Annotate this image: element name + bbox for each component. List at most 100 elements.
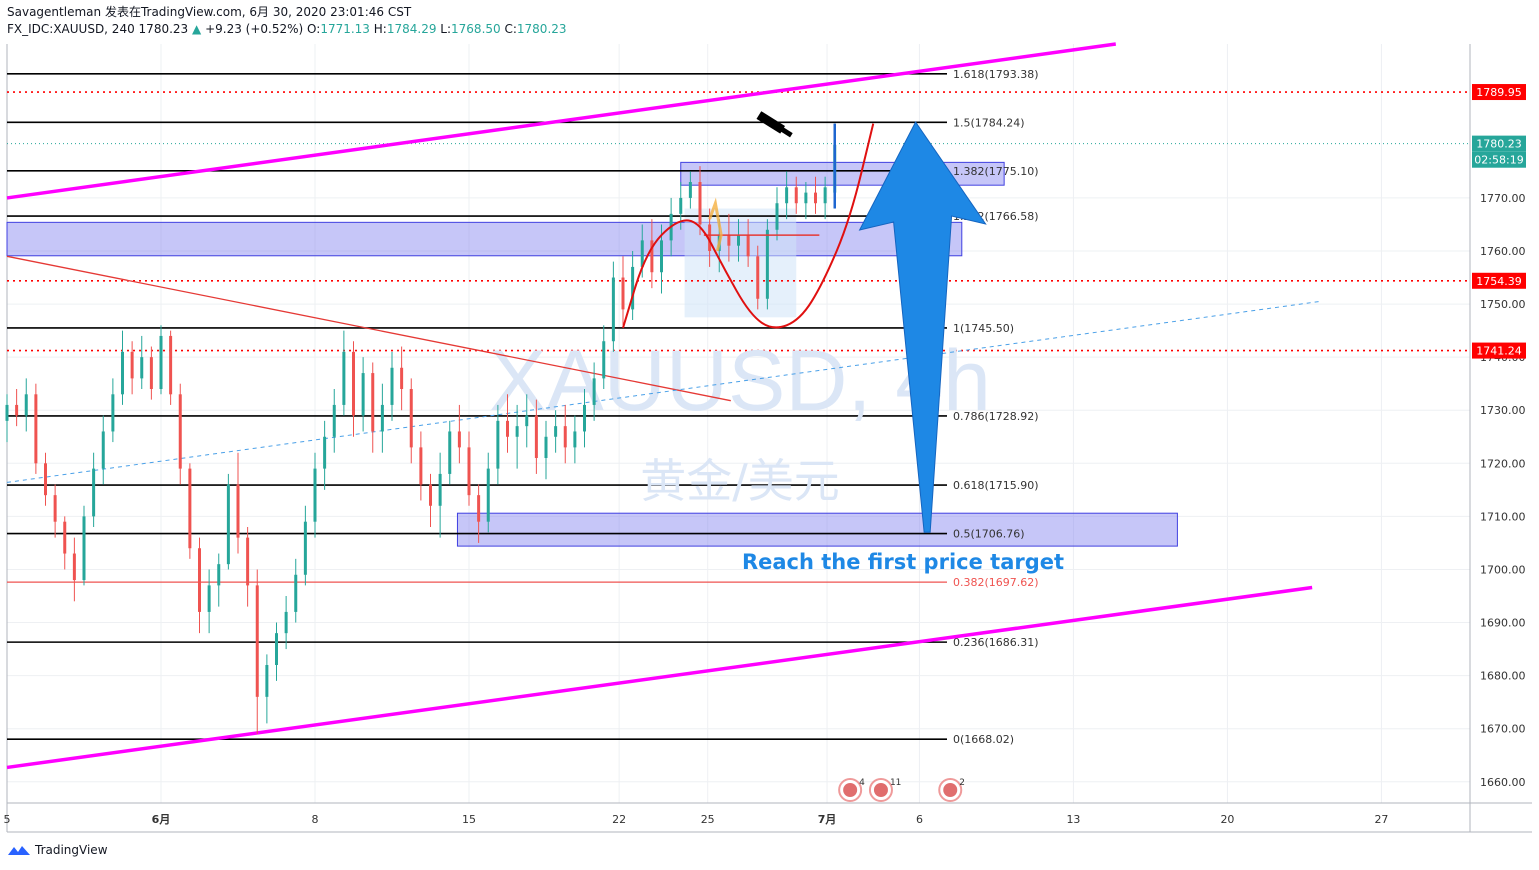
candle-body: [448, 431, 452, 474]
fib-level-label: 0.236(1686.31): [953, 636, 1039, 649]
author-name[interactable]: Savagentleman: [7, 5, 102, 19]
candle: [198, 537, 201, 634]
time-tick-label: 20: [1220, 813, 1234, 826]
candle-body: [409, 389, 413, 448]
price-axis[interactable]: 1660.00 1670.00 1680.00 1690.00 1700.00 1710.…: [1480, 192, 1526, 789]
candle-body: [72, 553, 76, 581]
candle-body: [159, 335, 163, 389]
candle-body: [814, 192, 817, 204]
candle: [823, 176, 827, 220]
candle: [477, 484, 481, 543]
trend-line: [6, 255, 731, 402]
candle: [371, 362, 375, 453]
candle-body: [121, 351, 124, 395]
price-tick-label: 1760.00: [1480, 245, 1526, 258]
candle: [457, 404, 461, 464]
candle: [303, 505, 307, 586]
price-badge: 1754.39: [1472, 272, 1526, 289]
candle: [814, 176, 817, 214]
last-price: 1780.23: [138, 22, 189, 36]
us-flag-event-icon[interactable]: 2: [938, 778, 965, 802]
candle-body: [419, 447, 423, 485]
symbol-label[interactable]: FX_IDC:XAUUSD, 240: [7, 22, 135, 36]
candle-body: [361, 373, 365, 416]
candle-body: [583, 404, 586, 432]
candle: [130, 341, 134, 395]
candle-body: [169, 335, 173, 395]
us-flag-event-icon[interactable]: 11: [868, 778, 901, 802]
candle: [785, 171, 789, 220]
low-value: 1768.50: [451, 22, 501, 36]
candle-body: [63, 521, 67, 554]
time-tick-label: 6: [916, 813, 923, 826]
price-badge-box: [1472, 342, 1526, 359]
forecast-path: [622, 123, 875, 329]
candle-body: [534, 415, 538, 458]
candle-body: [255, 585, 259, 697]
candle-body: [198, 548, 201, 612]
published-text: 发表在TradingView.com, 6月 30, 2020 23:01:46…: [104, 5, 412, 19]
pattern-mark: [708, 197, 723, 252]
time-axis[interactable]: 5 6月 8 15 22 25 7月 6 13 20 27: [4, 813, 1389, 826]
brand-name: TradingView: [35, 843, 108, 857]
candle: [226, 473, 230, 570]
economic-event-markers[interactable]: 4 11 2: [838, 778, 965, 802]
candle-body: [611, 277, 615, 342]
candle: [804, 182, 808, 220]
dotted-price-levels: [7, 91, 1470, 352]
tradingview-logo-icon: [8, 846, 30, 855]
candle-body: [82, 516, 86, 581]
candle: [275, 622, 278, 681]
candle: [534, 399, 538, 474]
tradingview-logo[interactable]: TradingView: [7, 843, 108, 857]
forecast-curve: [622, 123, 875, 329]
candle-body: [53, 495, 57, 522]
candle-body: [236, 484, 240, 538]
open-value: 1771.13: [320, 22, 370, 36]
candle-body: [708, 224, 712, 251]
candle: [544, 420, 548, 480]
price-badge-box: [1472, 135, 1526, 152]
chart-header: Savagentleman 发表在TradingView.com, 6月 30,…: [7, 4, 567, 38]
candle-body: [765, 229, 769, 299]
candle: [53, 484, 57, 538]
price-badge-label: 1789.95: [1476, 86, 1522, 99]
time-tick-label: 13: [1066, 813, 1080, 826]
fib-level-label: 0.5(1706.76): [953, 528, 1025, 541]
candle-body: [804, 192, 808, 204]
candle: [294, 558, 298, 623]
candle-body: [24, 394, 28, 416]
candle-body: [602, 341, 606, 379]
candle-body: [486, 468, 490, 522]
candle: [650, 219, 654, 289]
candle: [506, 394, 509, 453]
candle: [342, 330, 346, 416]
candle-body: [506, 420, 509, 437]
candle: [323, 420, 327, 490]
candle: [756, 245, 760, 310]
candle: [284, 596, 288, 650]
price-tick-label: 1770.00: [1480, 192, 1526, 205]
candle: [111, 378, 115, 443]
candle: [169, 330, 173, 405]
price-badges: 1789.95 1780.23 02:58:19 1754.39 1741.24: [1472, 84, 1526, 359]
candle: [178, 383, 182, 485]
candle-body: [496, 420, 500, 469]
candle-body: [294, 574, 298, 612]
fib-level-label: 1.618(1793.38): [953, 68, 1039, 81]
supply-demand-zones: [6, 161, 1178, 547]
candle-body: [477, 495, 481, 522]
price-badge-label: 1754.39: [1476, 275, 1522, 288]
close-value: 1780.23: [516, 22, 567, 36]
us-flag-event-icon[interactable]: 4: [838, 778, 865, 802]
channel-line: [6, 42, 1117, 200]
candle: [380, 383, 384, 453]
up-triangle-icon: ▲: [192, 22, 202, 36]
candle: [621, 256, 625, 326]
price-zone: [456, 512, 1178, 547]
candle-body: [544, 436, 548, 458]
candle-body: [660, 240, 663, 273]
publish-info: Savagentleman 发表在TradingView.com, 6月 30,…: [7, 4, 567, 21]
candle-body: [429, 484, 432, 506]
